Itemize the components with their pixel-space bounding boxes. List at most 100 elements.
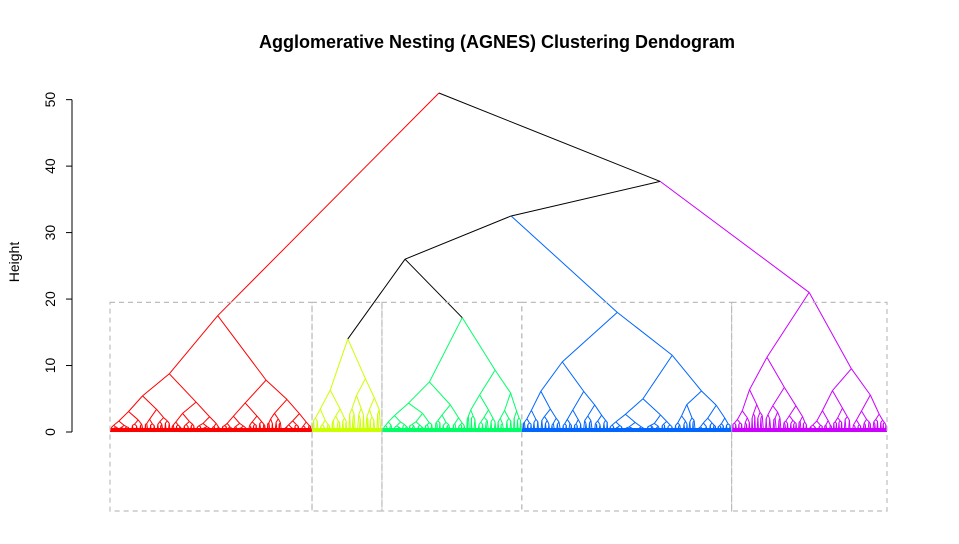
dendrogram-branch	[123, 424, 128, 428]
dendrogram-branch	[213, 423, 217, 427]
dendrogram-branch	[285, 424, 290, 428]
dendrogram-branch	[837, 407, 843, 419]
dendrogram-branch	[832, 368, 852, 391]
dendrogram-branch	[327, 424, 330, 427]
dendrogram-branch	[270, 413, 275, 420]
dendrogram-branch	[861, 394, 871, 412]
dendrogram-branch	[398, 426, 401, 429]
dendrogram-branch	[254, 423, 257, 426]
dendrogram-branch	[833, 421, 836, 424]
dendrogram-branch	[449, 404, 459, 419]
dendrogram-branch	[296, 424, 299, 427]
dendrogram-branch	[863, 419, 867, 424]
dendrogram-branch	[308, 424, 311, 427]
dendrogram-branch	[732, 422, 735, 425]
dendrogram-branch	[686, 390, 702, 405]
dendrogram-branch	[783, 387, 797, 407]
dendrogram-branch	[303, 421, 307, 427]
dendrogram-branch	[792, 420, 796, 423]
dendrogram-branch	[182, 413, 190, 422]
dendrogram-branch	[369, 417, 373, 421]
dendrogram-branch	[347, 338, 366, 379]
dendrogram-branch	[408, 402, 423, 414]
dendrogram-branch	[115, 426, 118, 428]
dendrogram-branch	[739, 422, 742, 425]
dendrogram-branch	[172, 421, 177, 426]
y-axis: 0 10 20 30 40 50	[42, 92, 73, 436]
dendrogram-branch	[727, 423, 731, 426]
dendrogram-branch	[492, 418, 496, 423]
dendrogram-branch	[575, 419, 579, 425]
y-tick-label: 50	[42, 92, 58, 108]
dendrogram-branch	[134, 423, 137, 427]
dendrogram-branch	[206, 426, 210, 429]
dendrogram-branch	[415, 413, 424, 423]
dendrogram-branch	[244, 402, 258, 417]
dendrogram-branch	[584, 415, 589, 421]
dendrogram-branch	[458, 417, 463, 424]
dendrogram-branch	[419, 424, 423, 428]
dendrogram-branch	[215, 423, 219, 427]
dendrogram-branch	[508, 418, 512, 422]
dendrogram-branch	[497, 418, 501, 423]
dendrogram-branch	[163, 417, 168, 422]
dendrogram-branch	[846, 416, 850, 421]
dendrogram-branch	[785, 420, 788, 424]
dendrogram-branch	[305, 421, 310, 426]
dendrogram-branch	[189, 421, 193, 425]
dendrogram-branch	[113, 420, 120, 426]
dendrogram-branch	[324, 419, 329, 425]
dendrogram-branch	[834, 421, 837, 424]
dendrogram-branch	[794, 421, 797, 424]
dendrogram-branch	[713, 424, 716, 427]
dendrogram-branch	[759, 412, 763, 416]
dendrogram-branch	[530, 410, 537, 420]
dendrogram-branch	[566, 409, 574, 420]
dendrogram-branch	[134, 419, 139, 425]
dendrogram-branch	[669, 424, 673, 428]
dendrogram-branch	[441, 414, 447, 423]
dendrogram-branch	[149, 419, 153, 425]
dendrogram-branch	[303, 425, 306, 428]
dendrogram-branch	[746, 417, 750, 423]
dendrogram-branch	[157, 421, 161, 425]
dendrogram-branch	[524, 418, 528, 423]
dendrogram-branch	[850, 368, 871, 396]
dendrogram-branch	[319, 389, 331, 410]
dendrogram-branch	[253, 424, 256, 427]
dendrogram-branch	[394, 415, 401, 423]
dendrogram-branch	[721, 423, 724, 427]
dendrogram-branch	[808, 292, 852, 369]
dendrogram-branch	[467, 409, 472, 417]
dendrogram-branch	[366, 409, 370, 418]
dendrogram-branch	[772, 405, 778, 413]
dendrogram-branch	[853, 424, 856, 427]
dendrogram-branch	[868, 421, 871, 424]
dendrogram-branch	[751, 413, 754, 419]
dendrogram-branch	[288, 424, 292, 428]
dendrogram-branch	[856, 419, 860, 425]
dendrogram-branch	[587, 415, 592, 421]
dendrogram-branch	[315, 417, 318, 422]
dendrogram-branch	[572, 391, 585, 411]
y-tick-label: 40	[42, 158, 58, 174]
dendrogram-branch	[869, 394, 880, 415]
dendrogram-branch	[175, 421, 179, 426]
dendrogram-branch	[483, 416, 488, 421]
dendrogram-branch	[315, 408, 321, 419]
dendrogram-branch	[387, 415, 395, 423]
merge-branch	[404, 258, 463, 319]
dendrogram-branch	[752, 404, 758, 414]
dendrogram-branch	[616, 311, 673, 356]
dendrogram-branch	[799, 416, 803, 422]
y-tick-label: 30	[42, 225, 58, 241]
dendrogram-branch	[642, 398, 661, 416]
dendrogram-branch	[256, 415, 263, 423]
dendrogram-branch	[368, 409, 373, 418]
dendrogram-branch	[506, 418, 510, 422]
dendrogram-branch	[400, 421, 405, 425]
dendrogram-branch	[394, 425, 397, 428]
dendrogram-branch	[408, 381, 430, 404]
dendrogram-branch	[661, 423, 664, 427]
dendrogram-branch	[686, 404, 693, 419]
